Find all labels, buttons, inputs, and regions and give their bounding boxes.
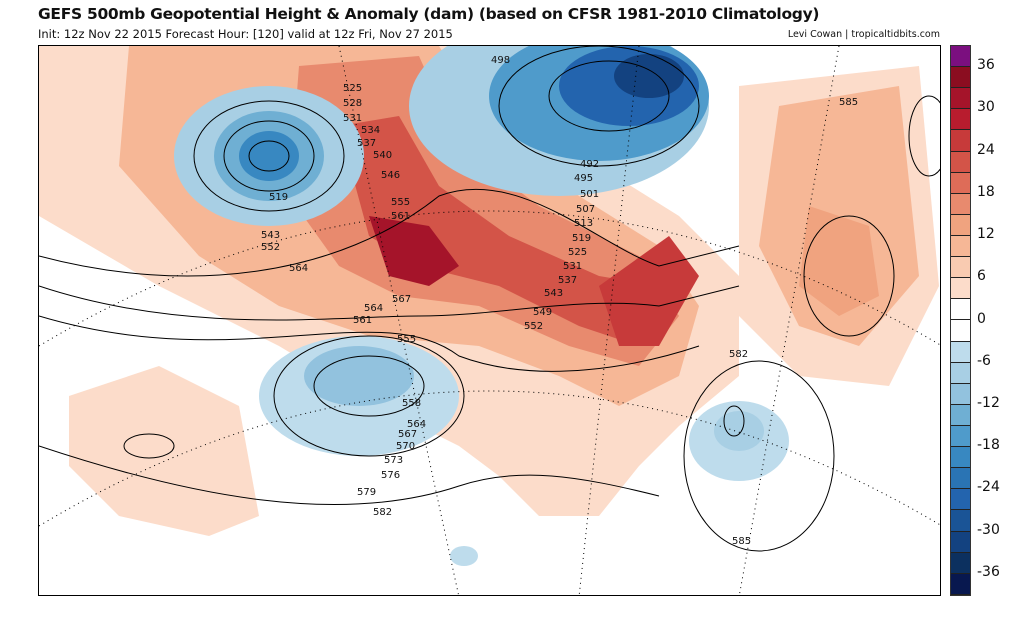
- colorbar-segment: [951, 67, 970, 89]
- colorbar-segment: [951, 151, 970, 173]
- contour-label: 495: [574, 173, 594, 184]
- colorbar-tick-label: -24: [977, 479, 1000, 496]
- contour-label: 528: [343, 98, 363, 109]
- contour-label: 513: [574, 218, 594, 229]
- colorbar-tick-label: 18: [977, 183, 995, 200]
- colorbar-tick-label: -30: [977, 521, 1000, 538]
- anomaly-map: 498 525 528 531 534 537 540 546 555 561 …: [38, 45, 941, 596]
- colorbar-segment: [951, 257, 970, 279]
- contour-label: 582: [373, 507, 393, 518]
- contour-label: 537: [357, 138, 377, 149]
- contour-label: 534: [361, 125, 381, 136]
- contour-label: 585: [839, 97, 859, 108]
- contour-label: 501: [580, 189, 600, 200]
- colorbar-tick-label: 12: [977, 226, 995, 243]
- colorbar-segment: [951, 299, 970, 321]
- colorbar-segment: [951, 531, 970, 553]
- height-contours: [39, 46, 940, 552]
- colorbar-tick-label: -6: [977, 352, 991, 369]
- colorbar-segment: [951, 573, 970, 595]
- colorbar-tick-label: 6: [977, 268, 986, 285]
- colorbar-segment: [951, 362, 970, 384]
- contour-label: 573: [384, 455, 404, 466]
- contour-label: 552: [524, 321, 544, 332]
- colorbar-segment: [951, 214, 970, 236]
- colorbar-tick-label: -12: [977, 394, 1000, 411]
- contour-label: 531: [343, 113, 363, 124]
- colorbar-segment: [951, 383, 970, 405]
- contour-label: 555: [397, 334, 417, 345]
- contour-label: 570: [396, 441, 416, 452]
- colorbar-tick-label: -36: [977, 563, 1000, 580]
- map-subtitle: Init: 12z Nov 22 2015 Forecast Hour: [12…: [38, 27, 453, 41]
- contour-label: 519: [269, 192, 289, 203]
- contour-label: 561: [353, 315, 373, 326]
- contour-label: 579: [357, 487, 377, 498]
- colorbar-segment: [951, 552, 970, 574]
- colorbar-segment: [951, 425, 970, 448]
- contour-label: 567: [398, 429, 418, 440]
- colorbar-tick-label: 30: [977, 99, 995, 116]
- contour-label: 564: [407, 419, 427, 430]
- contour-label: 507: [576, 204, 596, 215]
- contour-label: 519: [572, 233, 592, 244]
- colorbar-segment: [951, 341, 970, 363]
- contour-label: 537: [558, 275, 578, 286]
- contour-label: 546: [381, 170, 401, 181]
- colorbar-segment: [951, 447, 970, 469]
- colorbar-segment: [951, 109, 970, 131]
- map-graphics: [39, 46, 940, 595]
- contour-label: 567: [392, 294, 412, 305]
- colorbar-tick-label: -18: [977, 437, 1000, 454]
- colorbar-segment: [951, 235, 970, 258]
- contour-label: 564: [289, 263, 309, 274]
- contour-label: 558: [402, 398, 422, 409]
- contour-label: 555: [391, 197, 411, 208]
- colorbar-segment: [951, 489, 970, 511]
- contour-label: 525: [343, 83, 363, 94]
- colorbar-segment: [951, 278, 970, 300]
- map-title: GEFS 500mb Geopotential Height & Anomaly…: [38, 5, 820, 23]
- colorbar-segment: [951, 468, 970, 490]
- colorbar-segment: [951, 88, 970, 110]
- colorbar-segment: [951, 130, 970, 152]
- colorbar-tick-label: 36: [977, 57, 995, 74]
- colorbar-segment: [951, 404, 970, 426]
- colorbar-segment: [951, 510, 970, 532]
- contour-label: 549: [533, 307, 553, 318]
- contour-label: 585: [732, 536, 752, 547]
- colorbar-segment: [951, 193, 970, 215]
- contour-label: 564: [364, 303, 384, 314]
- negative-anomalies: [174, 46, 789, 566]
- contour-label: 552: [261, 242, 281, 253]
- lat-lon-grid: [39, 46, 940, 595]
- contour-label: 498: [491, 55, 511, 66]
- colorbar: [950, 45, 971, 596]
- colorbar-tick-label: 0: [977, 310, 986, 327]
- contour-label: 543: [544, 288, 564, 299]
- colorbar-segment: [951, 172, 970, 194]
- contour-label: 576: [381, 470, 401, 481]
- contour-label: 582: [729, 349, 749, 360]
- contour-label: 531: [563, 261, 583, 272]
- contour-label: 540: [373, 150, 393, 161]
- colorbar-segment: [951, 46, 970, 68]
- colorbar-tick-label: 24: [977, 141, 995, 158]
- contour-label: 561: [391, 211, 411, 222]
- credit: Levi Cowan | tropicaltidbits.com: [787, 29, 940, 40]
- contour-label: 543: [261, 230, 281, 241]
- colorbar-segment: [951, 320, 970, 342]
- contour-label: 525: [568, 247, 588, 258]
- contour-label: 492: [580, 159, 600, 170]
